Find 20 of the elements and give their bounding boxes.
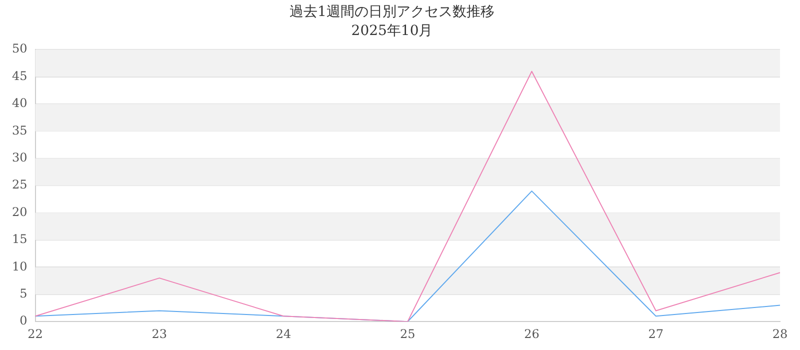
x-tick-label: 27 [648,326,664,341]
x-tick-label: 25 [400,326,416,341]
y-tick-label: 20 [12,204,28,219]
y-tick-label: 10 [12,259,28,274]
chart-subtitle: 2025年10月 [351,22,433,39]
chart-title: 過去1週間の日別アクセス数推移 [290,4,494,20]
x-tick-label: 22 [28,326,43,341]
x-tick-label: 23 [152,326,168,341]
y-tick-label: 40 [12,96,28,110]
y-tick-label: 5 [20,286,28,301]
y-tick-label: 35 [12,123,28,138]
x-tick-label: 28 [772,326,788,341]
x-tick-label: 24 [276,326,292,341]
y-tick-label: 30 [12,150,28,165]
y-tick-label: 15 [12,232,28,246]
y-tick-label: 45 [12,68,28,83]
y-tick-label: 50 [12,42,28,56]
x-tick-label: 26 [524,326,540,341]
y-tick-label: 25 [12,178,28,192]
y-tick-label: 0 [20,314,28,328]
